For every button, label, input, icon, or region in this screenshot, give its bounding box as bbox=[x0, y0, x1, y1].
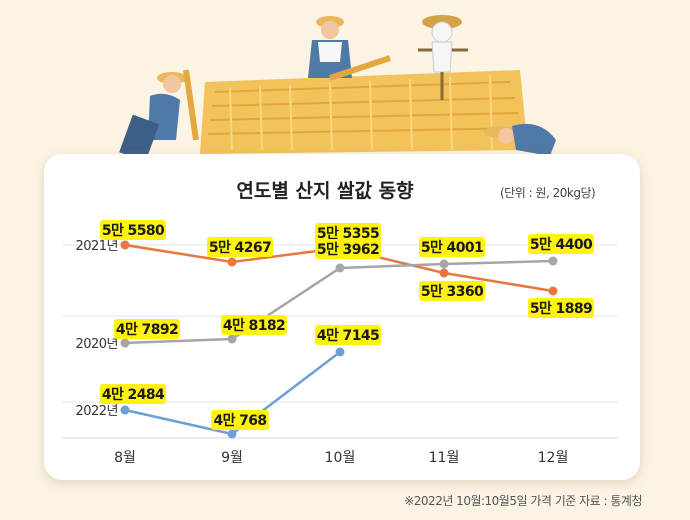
farmer-center-icon bbox=[308, 16, 391, 81]
scarecrow-icon bbox=[418, 15, 468, 100]
data-label: 5만 5580 bbox=[102, 223, 165, 239]
data-label: 5만 4001 bbox=[421, 240, 483, 256]
data-label: 5만 5355 bbox=[317, 226, 379, 242]
data-point bbox=[335, 263, 345, 273]
data-label-bg bbox=[418, 237, 486, 257]
data-label-bg bbox=[113, 319, 181, 339]
data-point bbox=[227, 429, 237, 439]
data-label-bg bbox=[527, 298, 595, 318]
data-point bbox=[439, 259, 449, 269]
data-point bbox=[548, 256, 558, 266]
series-name-label: 2021년 bbox=[75, 239, 118, 254]
data-label: 4만 2484 bbox=[102, 387, 165, 403]
harvest-illustration bbox=[119, 15, 556, 160]
data-label: 5만 1889 bbox=[530, 301, 592, 317]
data-label: 5만 3962 bbox=[317, 242, 379, 258]
data-label-bg bbox=[206, 237, 274, 257]
data-label: 4만 7145 bbox=[317, 328, 379, 344]
data-point bbox=[227, 334, 237, 344]
x-tick-label: 9월 bbox=[221, 450, 243, 466]
data-point bbox=[120, 240, 130, 250]
data-label-bg bbox=[418, 281, 486, 301]
data-point bbox=[120, 338, 130, 348]
data-label-bg bbox=[99, 220, 167, 240]
unit-note: (단위 : 원, 20kg당) bbox=[500, 186, 596, 200]
data-label: 4만 8182 bbox=[223, 318, 285, 334]
data-label: 5만 4267 bbox=[209, 240, 271, 256]
x-tick-label: 12월 bbox=[538, 450, 569, 466]
x-tick-label: 10월 bbox=[325, 450, 356, 466]
source-note: ※2022년 10월:10월5일 가격 기준 자료 : 통계청 bbox=[404, 494, 642, 508]
series-name-label: 2020년 bbox=[75, 337, 118, 352]
data-point bbox=[548, 286, 558, 296]
series-name-label: 2022년 bbox=[75, 404, 118, 419]
farmer-left-icon bbox=[119, 69, 199, 160]
x-tick-label: 8월 bbox=[114, 450, 136, 466]
data-label-bg bbox=[314, 239, 382, 259]
data-point bbox=[439, 268, 449, 278]
data-label: 4만 768 bbox=[213, 413, 266, 429]
data-label-bg bbox=[314, 325, 382, 345]
data-label-bg bbox=[211, 410, 269, 430]
chart-title: 연도별 산지 쌀값 동향 bbox=[236, 180, 414, 202]
data-point bbox=[335, 347, 345, 357]
farmer-right-icon bbox=[484, 123, 556, 156]
data-label: 5만 3360 bbox=[421, 284, 484, 300]
data-label-bg bbox=[220, 315, 288, 335]
data-label-bg bbox=[527, 234, 595, 254]
data-label-bg bbox=[99, 384, 167, 404]
x-tick-label: 11월 bbox=[429, 450, 460, 466]
data-label-bg bbox=[314, 223, 382, 243]
data-label: 5만 4400 bbox=[530, 237, 593, 253]
data-point bbox=[227, 257, 237, 267]
data-label: 4만 7892 bbox=[116, 322, 178, 338]
data-point bbox=[120, 405, 130, 415]
